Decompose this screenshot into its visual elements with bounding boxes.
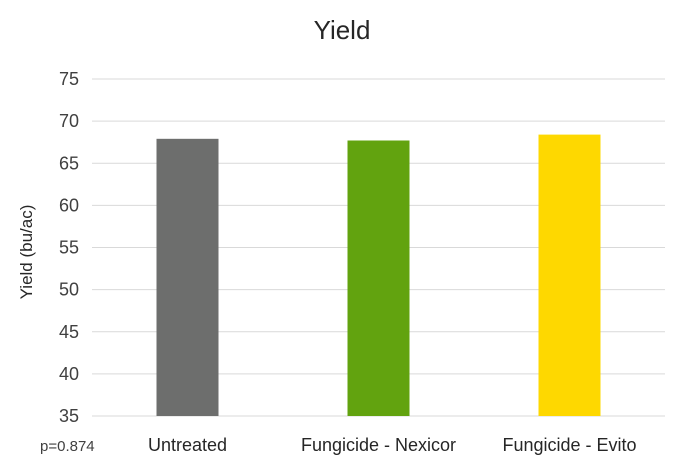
y-tick-label: 35 bbox=[59, 406, 79, 426]
y-tick-label: 70 bbox=[59, 111, 79, 131]
x-axis-categories: Untreated Fungicide - Nexicor Fungicide - … bbox=[148, 435, 637, 455]
chart-title: Yield bbox=[314, 15, 371, 45]
y-axis-ticks: 35 40 45 50 55 60 65 70 75 bbox=[59, 69, 79, 426]
bars bbox=[156, 134, 601, 417]
y-tick-label: 75 bbox=[59, 69, 79, 89]
x-category-label: Fungicide - Evito bbox=[502, 435, 636, 455]
y-tick-label: 45 bbox=[59, 322, 79, 342]
bar-untreated bbox=[156, 138, 219, 416]
x-category-label: Fungicide - Nexicor bbox=[301, 435, 456, 455]
bar-fungicide-nexicor bbox=[347, 140, 410, 416]
y-tick-label: 50 bbox=[59, 280, 79, 300]
y-tick-label: 65 bbox=[59, 153, 79, 173]
y-tick-label: 55 bbox=[59, 238, 79, 258]
x-category-label: Untreated bbox=[148, 435, 227, 455]
bar-fungicide-evito bbox=[538, 134, 601, 417]
p-value-annotation: p=0.874 bbox=[40, 438, 95, 455]
y-tick-label: 60 bbox=[59, 195, 79, 215]
y-axis-label: Yield (bu/ac) bbox=[17, 205, 36, 300]
y-tick-label: 40 bbox=[59, 364, 79, 384]
